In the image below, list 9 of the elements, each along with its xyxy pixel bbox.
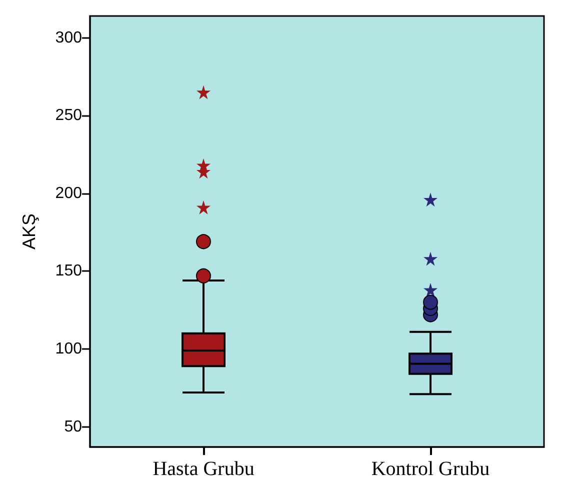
- y-axis-title: AKŞ: [19, 213, 39, 250]
- x-tick-label: Hasta Grubu: [152, 458, 254, 480]
- y-tick-label: 200: [55, 184, 82, 202]
- y-tick-label: 100: [55, 340, 82, 358]
- y-tick-label: 250: [55, 107, 82, 124]
- y-tick-label: 300: [55, 29, 82, 46]
- x-tick-label: Kontrol Grubu: [371, 458, 490, 480]
- y-tick-label: 50: [64, 418, 82, 436]
- y-tick-label: 150: [55, 262, 82, 280]
